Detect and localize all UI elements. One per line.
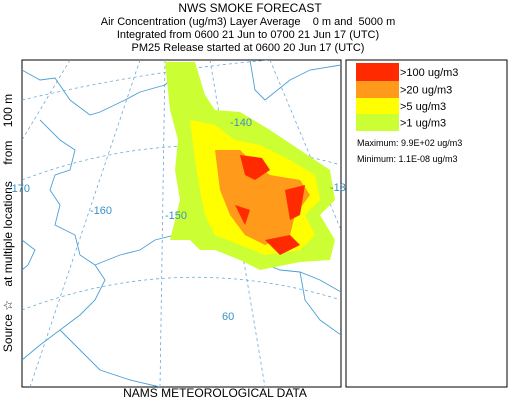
map-label: -140 bbox=[230, 117, 252, 129]
map-label: 60 bbox=[222, 311, 234, 323]
legend: >100 ug/m3 >20 ug/m3 >5 ug/m3 >1 ug/m3 Maxi… bbox=[345, 59, 508, 388]
legend-label: >100 ug/m3 bbox=[400, 67, 458, 79]
map-label: -160 bbox=[90, 205, 112, 217]
legend-swatch bbox=[356, 63, 399, 81]
subtitle: Air Concentration (ug/m3) Layer Average … bbox=[101, 16, 396, 28]
map-label: -150 bbox=[165, 210, 187, 222]
side-label: Source ☆ at multiple locations from 100 … bbox=[1, 94, 15, 352]
legend-label: >5 ug/m3 bbox=[400, 101, 446, 113]
legend-swatch bbox=[356, 81, 399, 98]
max-value: Maximum: 9.9E+02 ug/m3 bbox=[357, 138, 462, 148]
min-value: Minimum: 1.1E-08 ug/m3 bbox=[357, 154, 458, 164]
map-label: -170 bbox=[8, 183, 30, 195]
smoke-plume bbox=[165, 62, 335, 270]
legend-swatch bbox=[356, 114, 399, 131]
subtitle: PM25 Release started at 0600 20 Jun 17 (… bbox=[132, 42, 365, 54]
subtitle: Integrated from 0600 21 Jun to 0700 21 J… bbox=[117, 29, 379, 41]
title: NWS SMOKE FORECAST bbox=[178, 1, 322, 15]
legend-label: >1 ug/m3 bbox=[400, 118, 446, 130]
legend-swatch bbox=[356, 98, 399, 114]
legend-label: >20 ug/m3 bbox=[400, 85, 452, 97]
footer: NAMS METEOROLOGICAL DATA bbox=[123, 386, 307, 400]
